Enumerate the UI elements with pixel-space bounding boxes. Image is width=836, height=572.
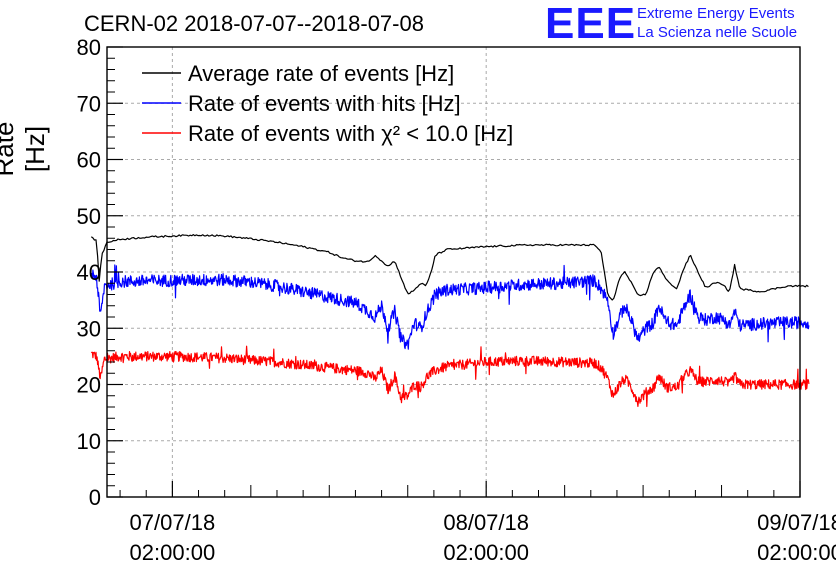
series-line — [90, 264, 810, 350]
chart-title: CERN-02 2018-07-07--2018-07-08 — [84, 11, 424, 36]
x-tick-label-time: 02:00:00 — [130, 540, 216, 565]
y-tick-label: 70 — [77, 91, 101, 116]
grid-lines — [107, 47, 800, 497]
legend: Average rate of events [Hz] Rate of event… — [142, 61, 513, 146]
y-axis-label: Rate [Hz] — [0, 121, 50, 177]
logo-line-2: La Scienza nelle Scuole — [637, 24, 798, 41]
x-tick-label-date: 07/07/18 — [130, 510, 216, 535]
x-tick-label-time: 02:00:00 — [443, 540, 529, 565]
y-tick-label: 40 — [77, 260, 101, 285]
legend-label: Average rate of events [Hz] — [188, 61, 454, 86]
y-tick-label: 30 — [77, 316, 101, 341]
axes-group: 0 10 20 30 40 50 60 70 80 07/07/18 02:00:00 08/07/1… — [77, 35, 836, 565]
y-tick-label: 20 — [77, 373, 101, 398]
series-line — [90, 234, 809, 301]
x-tick-label-date: 09/07/18 — [757, 510, 836, 535]
legend-label: Rate of events with χ² < 10.0 [Hz] — [188, 121, 513, 146]
y-tick-label: 80 — [77, 35, 101, 60]
eee-logo: EEE — [545, 0, 637, 48]
x-tick-label-time: 02:00:00 — [757, 540, 836, 565]
y-tick-label: 0 — [89, 485, 101, 510]
legend-label: Rate of events with hits [Hz] — [188, 91, 461, 116]
y-tick-label: 60 — [77, 148, 101, 173]
series-line — [90, 345, 810, 408]
y-tick-label: 50 — [77, 204, 101, 229]
y-tick-label: 10 — [77, 429, 101, 454]
logo-line-1: Extreme Energy Events — [637, 5, 795, 22]
series-group — [90, 234, 810, 408]
x-tick-label-date: 08/07/18 — [443, 510, 529, 535]
